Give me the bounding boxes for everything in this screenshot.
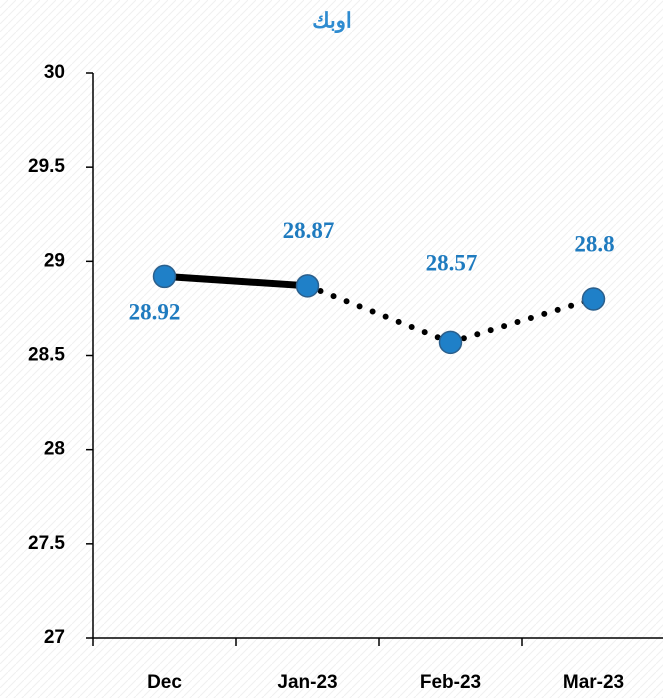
y-tick-label: 29 [44, 250, 65, 271]
point [438, 330, 463, 355]
line-segment [161, 272, 311, 290]
line-segment [447, 296, 597, 346]
y-tick-label: 27 [44, 627, 65, 648]
line-segment [304, 282, 454, 346]
data-label: 28.87 [283, 218, 335, 243]
point [581, 287, 606, 311]
y-tick-label: 28 [44, 439, 65, 460]
x-tick-label: Jan-23 [277, 672, 337, 693]
data-label: 28.57 [426, 251, 478, 276]
y-tick-label: 30 [44, 62, 65, 83]
x-tick-label: Dec [147, 672, 182, 693]
point [152, 264, 177, 289]
point [295, 274, 320, 298]
data-label: 28.92 [129, 300, 181, 325]
y-tick-label: 27.5 [28, 533, 65, 554]
y-tick-label: 28.5 [28, 345, 65, 366]
x-tick-label: Feb-23 [420, 672, 481, 693]
y-tick-label: 29.5 [28, 156, 65, 177]
chart-title: اوبك [312, 10, 352, 34]
x-tick-label: Mar-23 [563, 672, 624, 693]
data-label: 28.8 [574, 231, 614, 256]
